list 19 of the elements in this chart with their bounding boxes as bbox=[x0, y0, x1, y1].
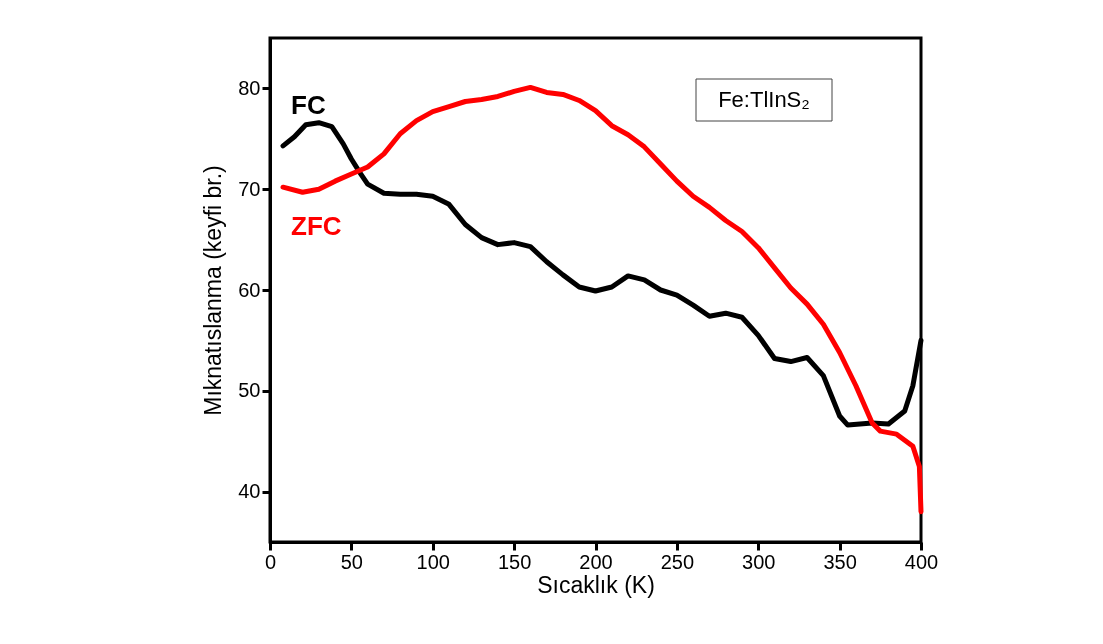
y-tick-label: 50 bbox=[238, 379, 261, 402]
series-label: FC bbox=[291, 89, 326, 120]
y-axis-title: Mıknatıslanma (keyfi br.) bbox=[200, 165, 227, 416]
y-tick-label: 60 bbox=[238, 278, 261, 301]
x-tick-label: 250 bbox=[660, 550, 695, 573]
x-tick-label: 50 bbox=[340, 550, 363, 573]
y-tick-label: 80 bbox=[238, 76, 261, 99]
annotation: Fe:TlInS₂ bbox=[718, 87, 810, 112]
x-tick-label: 300 bbox=[742, 550, 776, 573]
x-tick-label: 400 bbox=[904, 550, 939, 573]
y-tick-label: 40 bbox=[238, 480, 261, 503]
y-tick-label: 70 bbox=[238, 177, 261, 200]
series-label: ZFC bbox=[291, 211, 342, 242]
x-tick-label: 200 bbox=[579, 550, 613, 573]
x-tick-label: 100 bbox=[416, 550, 450, 573]
x-tick-label: 350 bbox=[823, 550, 857, 573]
x-axis-title: Sıcaklık (K) bbox=[537, 571, 655, 598]
x-tick-label: 150 bbox=[497, 550, 532, 573]
x-tick-label: 0 bbox=[264, 550, 277, 573]
